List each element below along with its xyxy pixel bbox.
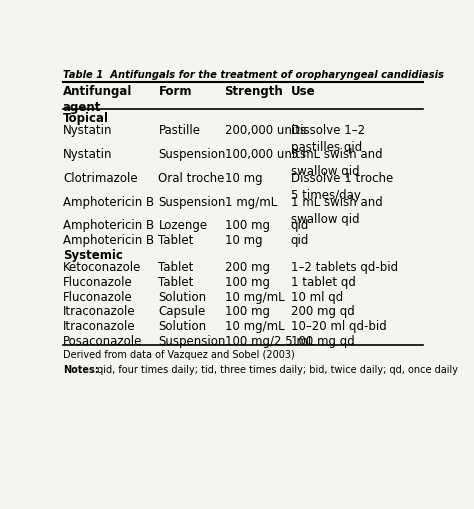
Text: Systemic: Systemic — [63, 248, 123, 262]
Text: 5 mL swish and
swallow qid: 5 mL swish and swallow qid — [291, 148, 383, 178]
Text: Derived from data of Vazquez and Sobel (2003): Derived from data of Vazquez and Sobel (… — [63, 350, 295, 359]
Text: 10 ml qd: 10 ml qd — [291, 290, 343, 303]
Text: Nystatin: Nystatin — [63, 123, 112, 136]
Text: 10 mg: 10 mg — [225, 234, 262, 246]
Text: Notes:: Notes: — [63, 364, 99, 375]
Text: qid, four times daily; tid, three times daily; bid, twice daily; qd, once daily: qid, four times daily; tid, three times … — [94, 364, 458, 375]
Text: 200 mg qd: 200 mg qd — [291, 305, 355, 318]
Text: 100 mg: 100 mg — [225, 275, 270, 288]
Text: Itraconazole: Itraconazole — [63, 305, 136, 318]
Text: Tablet: Tablet — [158, 275, 194, 288]
Text: 10 mg: 10 mg — [225, 172, 262, 185]
Text: Dissolve 1 troche
5 times/day: Dissolve 1 troche 5 times/day — [291, 172, 393, 202]
Text: Pastille: Pastille — [158, 123, 201, 136]
Text: 10 mg/mL: 10 mg/mL — [225, 320, 284, 333]
Text: Use: Use — [291, 85, 315, 98]
Text: 1 tablet qd: 1 tablet qd — [291, 275, 356, 288]
Text: 100 mg: 100 mg — [225, 219, 270, 232]
Text: Solution: Solution — [158, 320, 207, 333]
Text: Amphotericin B: Amphotericin B — [63, 234, 154, 246]
Text: Fluconazole: Fluconazole — [63, 290, 133, 303]
Text: Strength: Strength — [225, 85, 283, 98]
Text: Posaconazole: Posaconazole — [63, 334, 142, 348]
Text: 100 mg qd: 100 mg qd — [291, 334, 355, 348]
Text: 10–20 ml qd-bid: 10–20 ml qd-bid — [291, 320, 386, 333]
Text: Topical: Topical — [63, 111, 109, 125]
Text: Table 1  Antifungals for the treatment of oropharyngeal candidiasis: Table 1 Antifungals for the treatment of… — [63, 70, 444, 80]
Text: Lozenge: Lozenge — [158, 219, 208, 232]
Text: Nystatin: Nystatin — [63, 148, 112, 161]
Text: 1 mg/mL: 1 mg/mL — [225, 195, 277, 208]
Text: 10 mg/mL: 10 mg/mL — [225, 290, 284, 303]
Text: Fluconazole: Fluconazole — [63, 275, 133, 288]
Text: Tablet: Tablet — [158, 234, 194, 246]
Text: Tablet: Tablet — [158, 260, 194, 273]
Text: 100 mg: 100 mg — [225, 305, 270, 318]
Text: Suspension: Suspension — [158, 148, 226, 161]
Text: Solution: Solution — [158, 290, 207, 303]
Text: 1–2 tablets qd-bid: 1–2 tablets qd-bid — [291, 260, 398, 273]
Text: Oral troche: Oral troche — [158, 172, 225, 185]
Text: 100 mg/2.5 mL: 100 mg/2.5 mL — [225, 334, 314, 348]
Text: 100,000 units: 100,000 units — [225, 148, 306, 161]
Text: Suspension: Suspension — [158, 195, 226, 208]
Text: Amphotericin B: Amphotericin B — [63, 195, 154, 208]
Text: 200,000 units: 200,000 units — [225, 123, 306, 136]
Text: 200 mg: 200 mg — [225, 260, 270, 273]
Text: Amphotericin B: Amphotericin B — [63, 219, 154, 232]
Text: Capsule: Capsule — [158, 305, 206, 318]
Text: Ketoconazole: Ketoconazole — [63, 260, 141, 273]
Text: qid: qid — [291, 234, 309, 246]
Text: Suspension: Suspension — [158, 334, 226, 348]
Text: Clotrimazole: Clotrimazole — [63, 172, 137, 185]
Text: Antifungal
agent: Antifungal agent — [63, 85, 132, 114]
Text: Itraconazole: Itraconazole — [63, 320, 136, 333]
Text: Form: Form — [158, 85, 192, 98]
Text: Dissolve 1–2
pastilles qid: Dissolve 1–2 pastilles qid — [291, 123, 365, 153]
Text: 1 mL swish and
swallow qid: 1 mL swish and swallow qid — [291, 195, 383, 225]
Text: qid: qid — [291, 219, 309, 232]
